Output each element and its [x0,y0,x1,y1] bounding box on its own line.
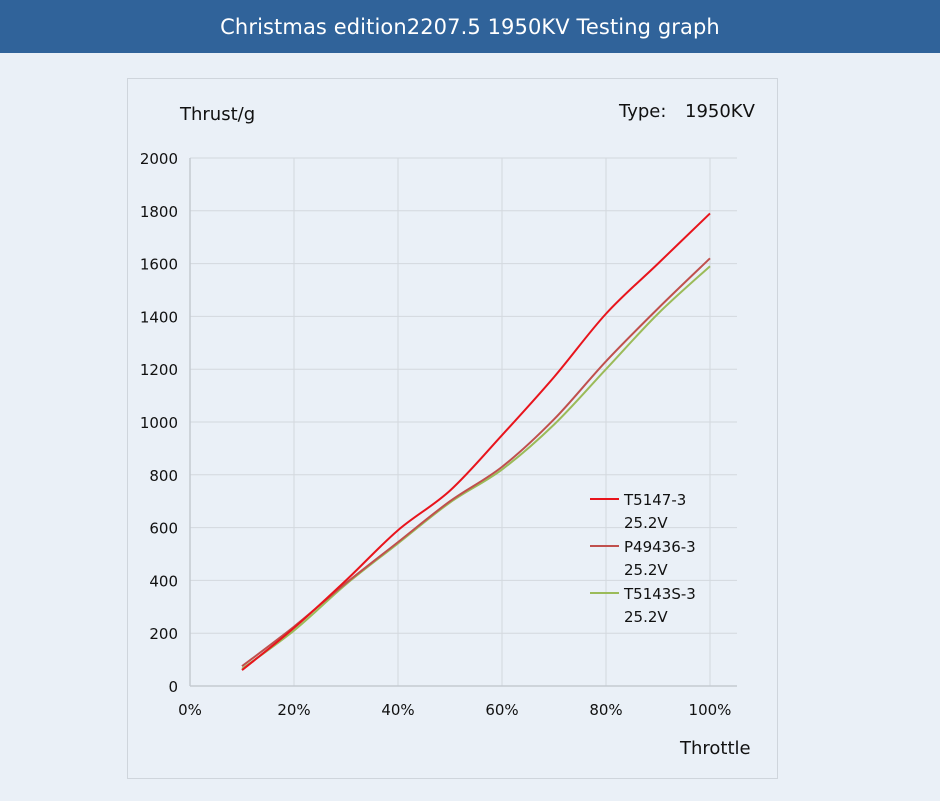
series-line [241,265,711,670]
chart-panel [127,78,778,779]
y-tick-label: 600 [149,520,178,538]
chart-series [241,212,711,671]
legend-label: T5147-3 [623,491,686,509]
x-tick-label: 100% [689,701,732,719]
x-tick-label: 80% [589,701,622,719]
type-label: Type: [618,101,666,122]
x-axis-ticks: 0% 20% 40% 60% 80% 100% [178,701,731,719]
legend-item: P49436-3 25.2V [590,538,696,579]
y-tick-label: 200 [149,625,178,643]
y-tick-label: 800 [149,467,178,485]
type-value: 1950KV [685,101,756,122]
x-axis-label: Throttle [679,738,751,759]
legend-item: T5143S-3 25.2V [590,585,696,626]
legend-label: T5143S-3 [623,585,696,603]
y-tick-label: 1200 [140,361,178,379]
legend-label-voltage: 25.2V [624,608,668,626]
y-tick-label: 2000 [140,150,178,168]
y-tick-label: 1600 [140,256,178,274]
y-tick-label: 400 [149,572,178,590]
page-header: Christmas edition2207.5 1950KV Testing g… [0,0,940,53]
legend-label-voltage: 25.2V [624,514,668,532]
legend-label-voltage: 25.2V [624,561,668,579]
legend-label: P49436-3 [624,538,696,556]
y-axis-label: Thrust/g [179,104,255,125]
series-line [241,257,711,667]
series-line [241,212,711,671]
legend-item: T5147-3 25.2V [590,491,686,532]
x-tick-label: 40% [381,701,414,719]
chart-legend: T5147-3 25.2V P49436-3 25.2V T5143S-3 25.2V [590,491,696,626]
y-tick-label: 1400 [140,308,178,326]
x-tick-label: 0% [178,701,202,719]
y-tick-label: 0 [168,678,178,696]
x-tick-label: 60% [485,701,518,719]
y-tick-label: 1800 [140,203,178,221]
y-axis-ticks: 0 200 400 600 800 1000 1200 1400 1600 1800 2000 [140,150,178,696]
chart-grid [189,157,737,687]
x-tick-label: 20% [277,701,310,719]
y-tick-label: 1000 [140,414,178,432]
page-title: Christmas edition2207.5 1950KV Testing g… [220,14,720,39]
